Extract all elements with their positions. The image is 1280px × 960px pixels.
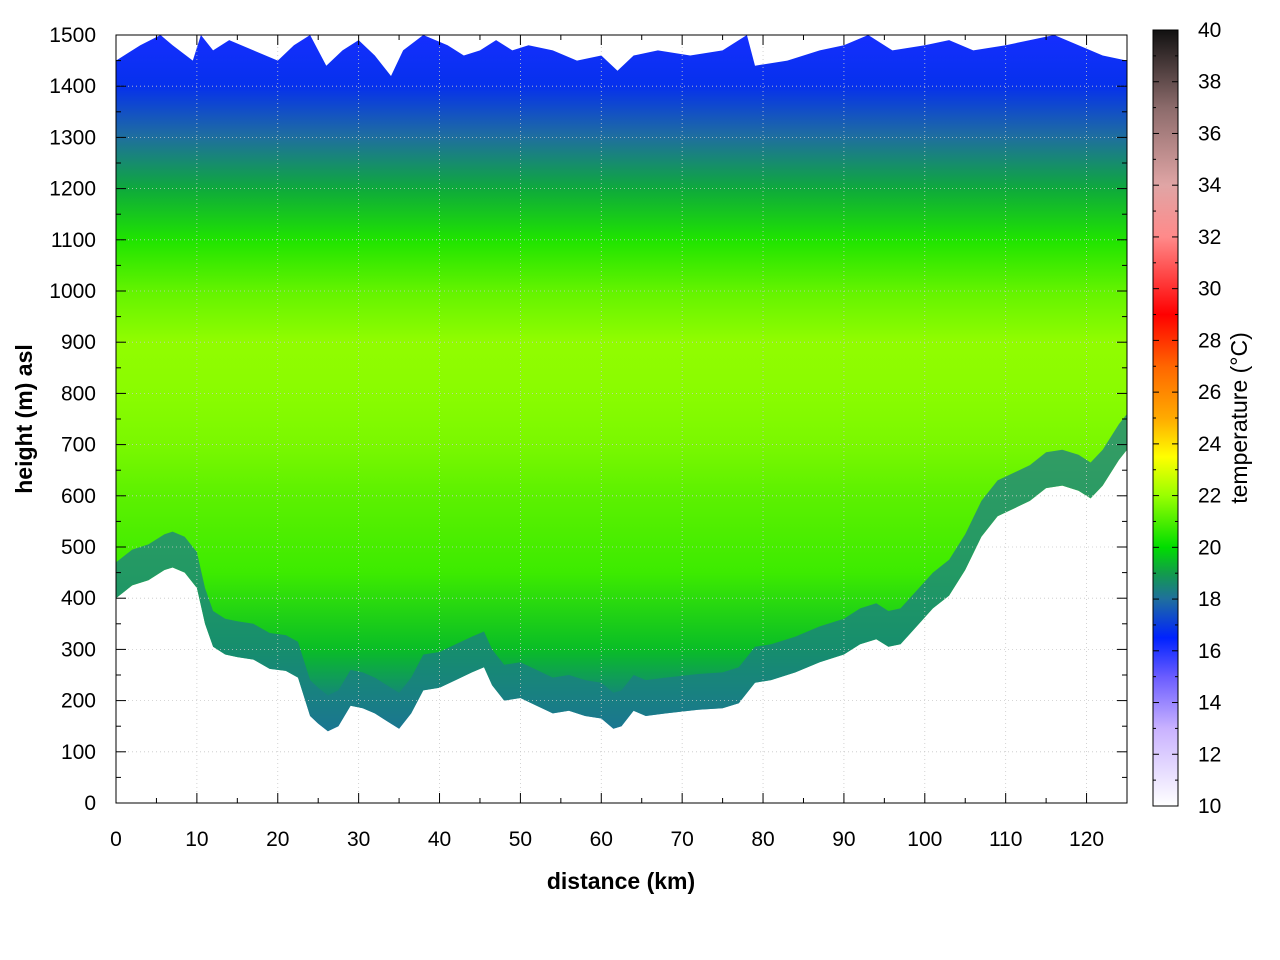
y-tick-label: 400: [61, 587, 96, 610]
y-tick-label: 300: [61, 638, 96, 661]
colorbar-tick-label: 28: [1198, 329, 1221, 352]
x-tick-label: 50: [509, 828, 532, 851]
x-axis: 0 10 20 30 40 50 60 70 80 90 100 110 120: [110, 35, 1104, 851]
y-tick-label: 1100: [51, 229, 96, 252]
y-tick-label: 600: [61, 485, 96, 508]
colorbar-axis: 10 12 14 16 18 20 22 24 26 28 30 32 34 36 38 40: [1153, 19, 1222, 818]
colorbar-tick-label: 12: [1198, 743, 1221, 766]
y-tick-label: 100: [61, 741, 96, 764]
x-tick-label: 20: [266, 828, 289, 851]
colorbar: [1152, 29, 1179, 807]
x-tick-label: 120: [1069, 828, 1104, 851]
colorbar-tick-label: 38: [1198, 71, 1221, 94]
colorbar-tick-label: 14: [1198, 692, 1222, 715]
x-tick-label: 0: [110, 828, 122, 851]
y-tick-label: 200: [61, 690, 96, 713]
y-tick-label: 900: [61, 331, 96, 354]
y-axis-title: height (m) asl: [11, 344, 37, 494]
x-tick-label: 40: [428, 828, 451, 851]
x-tick-label: 90: [832, 828, 855, 851]
colorbar-tick-label: 22: [1198, 485, 1221, 508]
y-tick-label: 1400: [49, 75, 96, 98]
x-tick-label: 70: [670, 828, 693, 851]
y-tick-label: 700: [61, 434, 96, 457]
y-axis: 0 100 200 300 400 500 600 700 800 900 1000 1100 1200…: [49, 24, 1127, 815]
y-tick-label: 500: [61, 536, 96, 559]
y-tick-label: 1300: [49, 126, 96, 149]
temperature-field: [116, 35, 1127, 732]
x-tick-label: 10: [185, 828, 208, 851]
x-tick-label: 80: [751, 828, 774, 851]
y-tick-label: 800: [61, 382, 96, 405]
x-tick-label: 110: [989, 828, 1022, 851]
colorbar-tick-label: 36: [1198, 122, 1221, 145]
colorbar-tick-label: 32: [1198, 226, 1221, 249]
colorbar-tick-label: 18: [1198, 588, 1221, 611]
colorbar-tick-label: 24: [1198, 433, 1222, 456]
x-tick-label: 30: [347, 828, 370, 851]
x-tick-label: 60: [590, 828, 613, 851]
y-tick-label: 0: [84, 792, 96, 815]
colorbar-title: temperature (°C): [1226, 332, 1252, 504]
y-tick-label: 1200: [49, 178, 96, 201]
x-axis-title: distance (km): [547, 868, 695, 894]
x-tick-label: 100: [907, 828, 942, 851]
colorbar-tick-label: 30: [1198, 278, 1221, 301]
colorbar-tick-label: 40: [1198, 19, 1221, 42]
colorbar-tick-label: 26: [1198, 381, 1221, 404]
y-tick-label: 1500: [49, 24, 96, 47]
y-tick-label: 1000: [49, 280, 96, 303]
colorbar-tick-label: 20: [1198, 536, 1221, 559]
colorbar-tick-label: 10: [1198, 795, 1221, 818]
colorbar-tick-label: 34: [1198, 174, 1222, 197]
colorbar-tick-label: 16: [1198, 640, 1221, 663]
temperature-field-area: [116, 35, 1127, 732]
